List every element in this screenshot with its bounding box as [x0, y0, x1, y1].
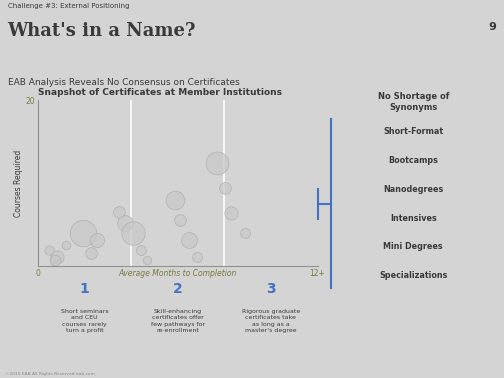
Point — [171, 197, 179, 203]
Point — [50, 257, 58, 263]
Text: No Shortage of
Synonyms: No Shortage of Synonyms — [377, 92, 449, 112]
Point — [93, 237, 101, 243]
Point — [176, 217, 184, 223]
Text: Nanodegrees: Nanodegrees — [383, 185, 444, 194]
Text: 2: 2 — [173, 282, 182, 296]
Point — [129, 230, 137, 236]
Point — [185, 237, 193, 243]
Point — [193, 254, 201, 260]
Text: Bootcamps: Bootcamps — [389, 156, 438, 165]
Text: ©2015 EAB All Rights Reserved eab.com: ©2015 EAB All Rights Reserved eab.com — [5, 372, 95, 376]
Point — [79, 230, 87, 236]
Point — [87, 250, 95, 256]
Point — [227, 210, 235, 216]
Y-axis label: Courses Required: Courses Required — [14, 150, 23, 217]
Text: Short-Format: Short-Format — [383, 127, 444, 136]
Point — [221, 185, 229, 191]
Point — [137, 247, 145, 253]
Point — [213, 160, 221, 166]
Text: Specializations: Specializations — [379, 271, 448, 280]
Text: 1: 1 — [80, 282, 89, 296]
Point — [143, 257, 151, 263]
Text: Intensives: Intensives — [390, 214, 436, 223]
Point — [45, 247, 53, 253]
Point — [120, 220, 129, 226]
Point — [115, 209, 123, 215]
Text: Rigorous graduate
certificates take
as long as a
master's degree: Rigorous graduate certificates take as l… — [242, 309, 300, 333]
Point — [61, 242, 70, 248]
Text: What's in a Name?: What's in a Name? — [8, 22, 196, 40]
Text: Average Months to Completion: Average Months to Completion — [118, 269, 237, 278]
Text: Snapshot of Certificates at Member Institutions: Snapshot of Certificates at Member Insti… — [38, 88, 282, 97]
Text: Skill-enhancing
certificates offer
few pathways for
re-enrollment: Skill-enhancing certificates offer few p… — [151, 309, 205, 333]
Text: 9: 9 — [488, 22, 496, 32]
Text: EAB Analysis Reveals No Consensus on Certificates: EAB Analysis Reveals No Consensus on Cer… — [8, 78, 239, 87]
Text: Mini Degrees: Mini Degrees — [384, 242, 443, 251]
Text: Short seminars
and CEU
courses rarely
turn a profit: Short seminars and CEU courses rarely tu… — [60, 309, 108, 333]
Point — [241, 230, 249, 236]
Point — [53, 254, 61, 260]
Text: Challenge #3: External Positioning: Challenge #3: External Positioning — [8, 3, 129, 9]
Text: 3: 3 — [266, 282, 276, 296]
